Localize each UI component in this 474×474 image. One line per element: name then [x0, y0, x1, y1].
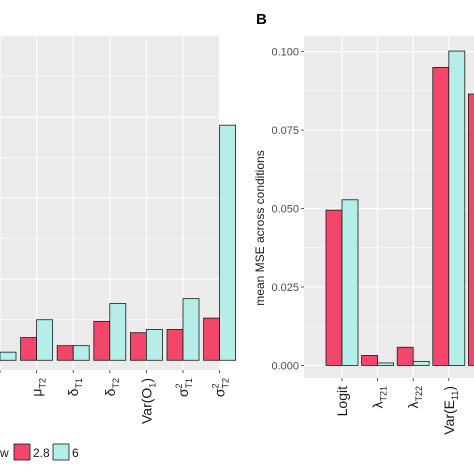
y-tick-label: 0.000: [271, 360, 299, 372]
panel-a-bars: [0, 124, 237, 362]
x-tick-label: δT2: [102, 378, 121, 396]
bar-Var(O1)-2.8: [129, 332, 147, 361]
x-tick-label: Var(E11): [441, 386, 460, 435]
bar-μT2-2.8: [20, 337, 38, 361]
bar-Var(E11)-2.8: [432, 66, 450, 366]
panel-a-x-ticks: μT2 δT1 δT2 Var(O1) σ2T1 σ2T2: [0, 370, 231, 424]
bar-Logit-2.8: [325, 209, 343, 366]
bar-Var(O1)-6: [145, 329, 163, 361]
bar-Logit-6: [341, 199, 359, 366]
panel-b: B 0.000 0.025 0.050 0.075 0.100 Logit λT21 λT2…: [253, 11, 474, 435]
bar-δT2-6: [109, 303, 127, 361]
x-tick-label-group: Var(O1): [138, 378, 157, 424]
bar-σ2T1-2.8: [166, 329, 184, 361]
x-tick-label: σ2T1: [174, 378, 194, 397]
legend: w 2.8 6: [0, 443, 79, 461]
x-tick-label-group: Logit: [334, 386, 350, 416]
x-tick-label: σ2T2: [211, 378, 231, 397]
panel-b-x-ticks: Logit λT21 λT22 Var(E11): [334, 378, 460, 435]
bar-σ2T1-6: [182, 298, 200, 361]
x-tick-label: Logit: [334, 386, 350, 416]
bar-δT1-2.8: [56, 345, 74, 361]
bar-cropped-6: [0, 351, 17, 361]
x-tick-label-group: μT2: [29, 378, 48, 397]
bar-λT21-2.8: [361, 355, 379, 366]
x-tick-label: λT22: [405, 386, 424, 409]
x-tick-label-group: Var(E11): [441, 386, 460, 435]
bar-λT22-6: [412, 360, 430, 366]
panel-b-y-axis-title: mean MSE across conditions: [253, 150, 267, 305]
legend-label-6: 6: [72, 446, 79, 460]
panel-a: μT2 δT1 δT2 Var(O1) σ2T1 σ2T2: [0, 36, 237, 424]
y-tick-label: 0.075: [271, 125, 299, 137]
legend-title-fragment: w: [0, 446, 9, 460]
panel-b-label: B: [256, 11, 267, 28]
x-tick-label-group: λT21: [370, 386, 389, 409]
legend-key-6: [52, 443, 70, 461]
bar-Var(E11)-6: [448, 50, 466, 366]
bar-λT22-2.8: [396, 346, 414, 366]
legend-key-2-8: [13, 443, 31, 461]
bar-μT2-6: [36, 319, 53, 361]
panel-b-bars: [325, 50, 474, 366]
y-tick-label: 0.100: [271, 47, 299, 59]
bar-λT21-6: [377, 362, 395, 366]
x-tick-label-group: δT2: [102, 378, 121, 396]
bar-δT2-2.8: [93, 320, 111, 361]
x-tick-label-group: σ2T1: [174, 378, 194, 397]
panel-b-y-ticks: 0.000 0.025 0.050 0.075 0.100: [271, 47, 304, 372]
bar-σ2T2-6: [219, 124, 237, 361]
bar-cropped-2.8: [467, 93, 474, 366]
x-tick-label: δT1: [65, 378, 84, 396]
x-tick-label-group: δT1: [65, 378, 84, 396]
bar-σ2T2-2.8: [203, 317, 221, 361]
y-tick-label: 0.050: [271, 204, 299, 216]
x-tick-label: Var(O1): [138, 378, 157, 424]
legend-label-2-8: 2.8: [33, 446, 50, 460]
x-tick-label: λT21: [370, 386, 389, 409]
y-tick-label: 0.025: [271, 282, 299, 294]
x-tick-label-group: σ2T2: [211, 378, 231, 397]
x-tick-label-group: λT22: [405, 386, 424, 409]
x-tick-label: μT2: [29, 378, 48, 397]
bar-δT1-6: [72, 345, 90, 361]
